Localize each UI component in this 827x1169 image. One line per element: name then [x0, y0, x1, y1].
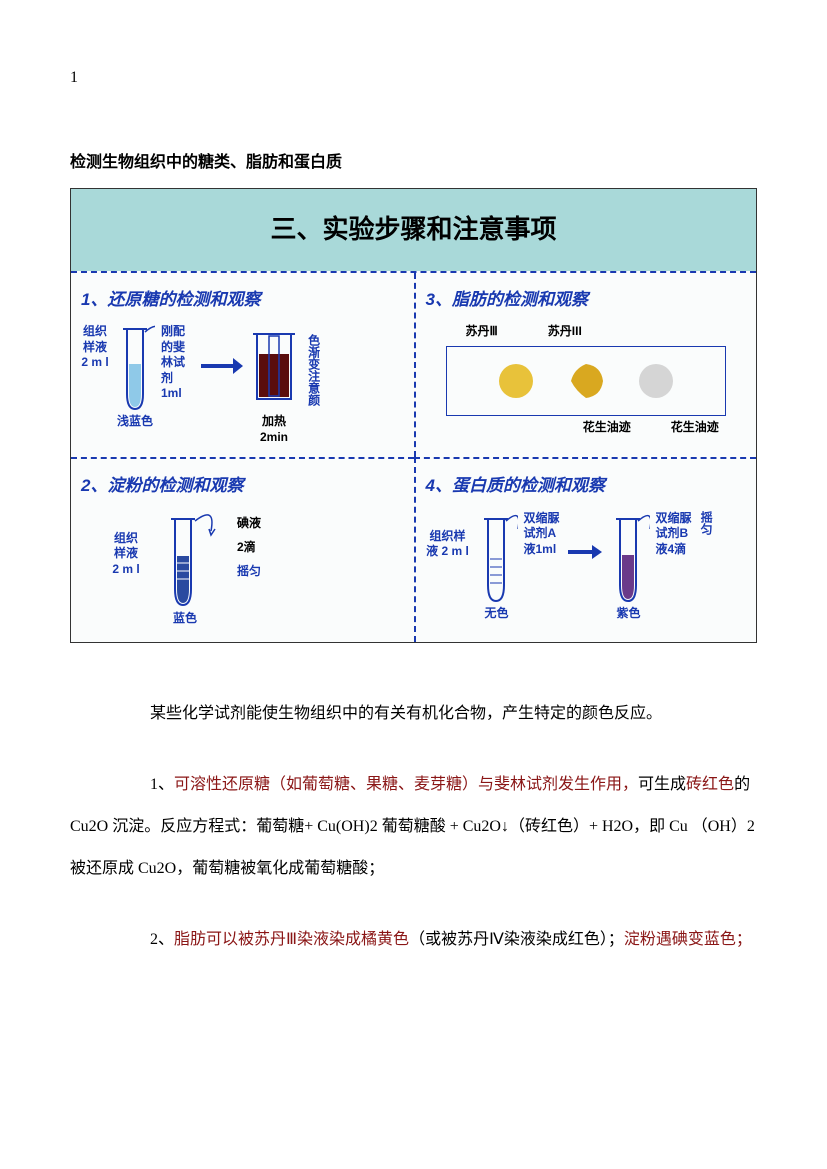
point-2-paragraph: 2、脂肪可以被苏丹Ⅲ染液染成橘黄色（或被苏丹Ⅳ染液染成红色）；淀粉遇碘变蓝色； [70, 919, 757, 961]
q4-side-note: 摇匀 [698, 511, 714, 535]
q1-color-label: 浅蓝色 [115, 414, 155, 445]
p2-red1: 脂肪可以被苏丹Ⅲ染液染成橘黄色 [174, 931, 409, 948]
q2-tube-label: 组织样液 [114, 531, 138, 561]
q1-side-note: 色渐变注意颜 [305, 334, 321, 406]
p2-red2: 淀粉遇碘变蓝色； [624, 931, 752, 948]
beaker-icon [249, 324, 299, 414]
point-1-paragraph: 1、可溶性还原糖（如葡萄糖、果糖、麦芽糖）与斐林试剂发生作用，可生成砖红色的 C… [70, 764, 757, 889]
body-text: 某些化学试剂能使生物组织中的有关有机化合物，产生特定的颜色反应。 1、可溶性还原… [70, 693, 757, 961]
p1-num: 1、 [150, 776, 174, 793]
q3-caption-b: 花生油迹 [671, 420, 719, 436]
quadrant-3-fat: 3、脂肪的检测和观察 苏丹Ⅲ 苏丹III 花生油迹 花生油迹 [414, 273, 757, 458]
oil-spot-icon [636, 361, 676, 401]
q2-tube-amount: 2 m l [112, 562, 139, 576]
test-tube-icon [608, 511, 650, 606]
q3-label-b: 苏丹III [548, 324, 582, 340]
diagram-header: 三、实验步骤和注意事项 [71, 189, 756, 270]
q2-drops: 2滴 [237, 540, 256, 554]
document-title: 检测生物组织中的糖类、脂肪和蛋白质 [70, 145, 757, 180]
q4-label-purple: 紫色 [608, 606, 650, 622]
q1-title: 1、还原糖的检测和观察 [81, 281, 404, 318]
q3-label-a: 苏丹Ⅲ [466, 324, 498, 340]
quadrant-2-starch: 2、淀粉的检测和观察 组织样液 2 m l 碘液 [71, 457, 414, 642]
q1-time-label: 2min [260, 430, 288, 444]
q4-label-colorless: 无色 [476, 606, 518, 622]
p1-c: 可生成 [638, 776, 686, 793]
quadrant-1-reducing-sugar: 1、还原糖的检测和观察 组织样液 2 m l 刚配的斐林试剂1ml [71, 273, 414, 458]
intro-paragraph: 某些化学试剂能使生物组织中的有关有机化合物，产生特定的颜色反应。 [70, 693, 757, 735]
experiment-diagram: 三、实验步骤和注意事项 1、还原糖的检测和观察 组织样液 2 m l 刚配的斐林… [70, 188, 757, 642]
q4-reagent-a: 双缩脲试剂A液1ml [524, 511, 560, 558]
q1-tube1-amount: 2 m l [81, 355, 108, 369]
arrow-icon [199, 354, 243, 378]
p2-num: 2、 [150, 931, 174, 948]
quadrant-4-protein: 4、蛋白质的检测和观察 组织样液 2 m l 双缩脲试剂A液1ml [414, 457, 757, 642]
q4-title: 4、蛋白质的检测和观察 [426, 467, 747, 504]
page-number: 1 [70, 60, 757, 95]
oil-spot-icon [496, 361, 536, 401]
q2-color-label: 蓝色 [81, 611, 404, 627]
q2-title: 2、淀粉的检测和观察 [81, 467, 404, 504]
arrow-icon [566, 541, 602, 563]
test-tube-icon [161, 511, 217, 611]
q3-title: 3、脂肪的检测和观察 [426, 281, 747, 318]
q4-reagent-b: 双缩脲试剂B液4滴 [656, 511, 692, 558]
oil-spot-icon [566, 361, 606, 401]
q3-caption-a: 花生油迹 [583, 420, 631, 436]
q1-tube1-label: 组织样液 [83, 324, 107, 354]
q2-reagent: 碘液 [237, 516, 261, 530]
p1-red1: 可溶性还原糖（如葡萄糖、果糖、麦芽糖）与斐林试剂发生作用， [174, 776, 638, 793]
q2-action: 摇匀 [237, 564, 261, 578]
p2-c: （或被苏丹Ⅳ染液染成红色）； [409, 931, 624, 948]
test-tube-icon [115, 324, 155, 414]
q1-heat-label: 加热 [262, 414, 286, 428]
q4-tube1-label: 组织样液 2 m l [426, 529, 470, 560]
test-tube-icon [476, 511, 518, 606]
p1-red2: 砖红色 [686, 776, 734, 793]
q1-reagent: 刚配的斐林试剂1ml [161, 324, 185, 400]
